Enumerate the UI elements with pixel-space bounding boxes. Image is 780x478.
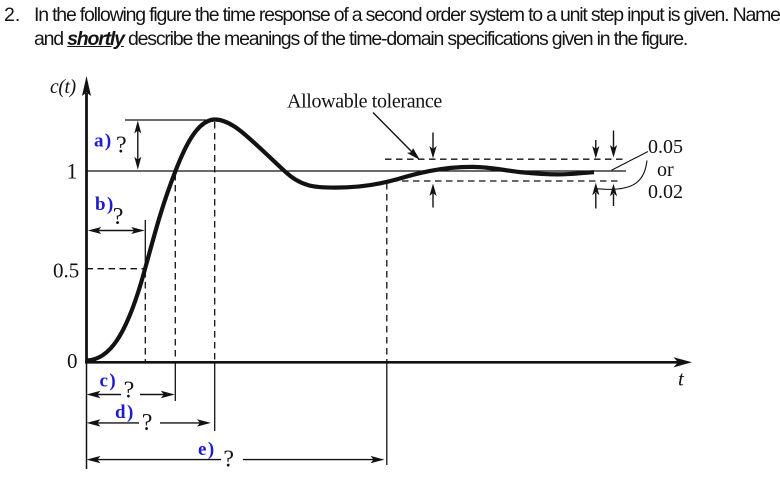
svg-text:c(t): c(t) [50, 77, 76, 98]
svg-text:e): e) [198, 439, 216, 460]
svg-text:0.05: 0.05 [648, 136, 683, 158]
svg-text:Allowable tolerance: Allowable tolerance [287, 91, 442, 113]
svg-text:c): c) [100, 370, 118, 391]
svg-text:t: t [678, 367, 685, 391]
svg-text:?: ? [113, 204, 124, 230]
svg-text:?: ? [223, 447, 234, 473]
svg-text:b): b) [95, 194, 115, 215]
svg-text:d): d) [115, 402, 135, 423]
svg-text:0.02: 0.02 [648, 181, 683, 203]
svg-text:?: ? [142, 410, 153, 436]
svg-text:a): a) [94, 131, 113, 152]
svg-text:?: ? [116, 133, 127, 159]
svg-text:1: 1 [67, 159, 78, 184]
svg-text:0: 0 [67, 349, 78, 373]
svg-text:?: ? [124, 378, 135, 404]
svg-text:0.5: 0.5 [53, 259, 79, 283]
svg-text:or: or [657, 159, 674, 181]
